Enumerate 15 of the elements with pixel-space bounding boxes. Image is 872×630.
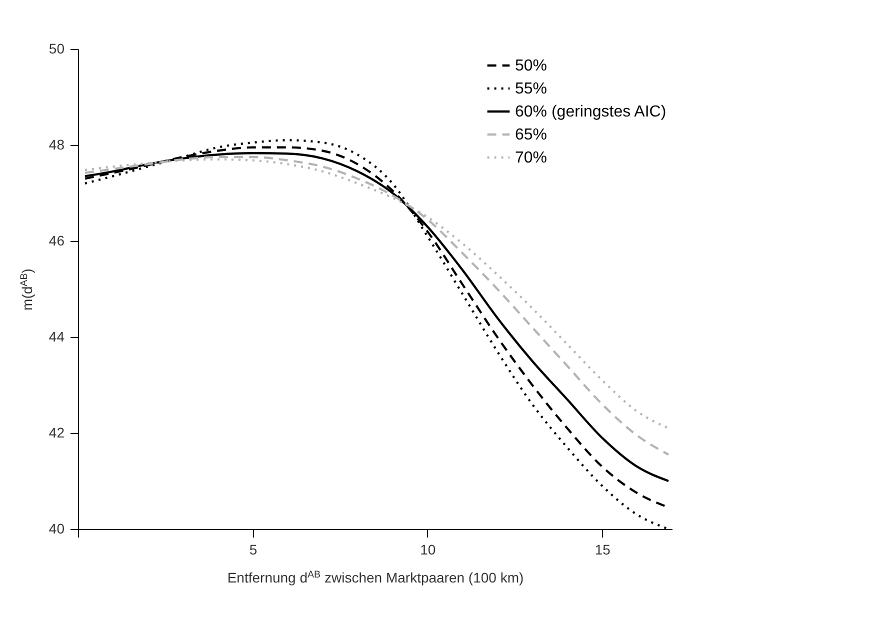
- legend-label: 60% (geringstes AIC): [515, 104, 666, 120]
- y-tick-label: 50: [48, 40, 65, 56]
- legend-label: 55%: [515, 80, 548, 98]
- y-tick-label: 42: [48, 424, 65, 440]
- y-tick-label: 46: [48, 232, 65, 248]
- x-tick-label: 15: [594, 542, 611, 558]
- x-tick-label: 10: [420, 542, 436, 558]
- y-tick-label: 40: [48, 520, 65, 536]
- legend-label: 70%: [515, 150, 548, 166]
- legend-label: 65%: [515, 126, 548, 144]
- y-tick-label: 48: [48, 136, 65, 152]
- x-tick-label: 5: [249, 542, 258, 558]
- y-tick-label: 44: [48, 328, 65, 344]
- x-axis-title: Entfernung d$^{AB}$ zwischen Marktpaaren (100 km): [227, 569, 524, 586]
- legend-label: 50%: [515, 58, 548, 74]
